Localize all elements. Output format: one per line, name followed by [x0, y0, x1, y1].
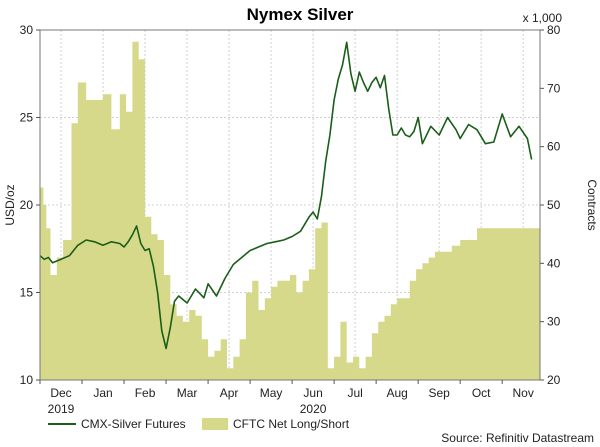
source-note: Source: Refinitiv Datastream	[441, 431, 594, 445]
right-tick-label: 70	[547, 81, 561, 95]
right-tick-label: 40	[547, 256, 561, 270]
x-tick-label: Oct	[472, 386, 491, 400]
x-tick-label: Aug	[386, 386, 407, 400]
right-tick-label: 80	[547, 23, 561, 37]
x-tick-label: Feb	[135, 386, 156, 400]
x-tick-label: Nov	[513, 386, 534, 400]
left-tick-label: 25	[20, 111, 34, 125]
left-axis-ticks: 10 15 20 25 30	[20, 23, 40, 387]
area-layer	[40, 41, 540, 380]
legend: CMX-Silver Futures CFTC Net Long/Short	[48, 417, 350, 431]
series-cftc-area	[40, 41, 540, 380]
right-axis-multiplier: x 1,000	[523, 11, 563, 25]
year-labels: 2019 2020	[48, 402, 327, 416]
right-axis-ticks: 20 30 40 50 60 70 80	[540, 23, 561, 387]
x-tick-label: May	[260, 386, 283, 400]
x-tick-label: Apr	[220, 386, 239, 400]
right-tick-label: 30	[547, 315, 561, 329]
line-layer	[39, 41, 533, 350]
x-tick-label: Jul	[347, 386, 362, 400]
right-axis-label: Contracts	[585, 179, 599, 230]
right-tick-label: 50	[547, 198, 561, 212]
legend-label-futures: CMX-Silver Futures	[81, 417, 186, 431]
x-tick-label: Jun	[303, 386, 322, 400]
chart-title: Nymex Silver	[247, 5, 354, 24]
x-tick-label: Jan	[93, 386, 112, 400]
legend-swatch-area	[202, 418, 228, 430]
year-label: 2019	[48, 402, 75, 416]
left-tick-label: 20	[20, 198, 34, 212]
x-tick-label: Dec	[50, 386, 71, 400]
x-tick-label: Sep	[428, 386, 450, 400]
x-tick-label: Mar	[177, 386, 198, 400]
series-silver-line	[39, 41, 533, 350]
x-axis-ticks: Dec Jan Feb Mar Apr May Jun Jul Aug Sep Oct Nov	[39, 380, 534, 400]
left-tick-label: 30	[20, 23, 34, 37]
left-tick-label: 10	[20, 373, 34, 387]
year-label: 2020	[300, 402, 327, 416]
left-axis-label: USD/oz	[3, 184, 17, 225]
left-tick-label: 15	[20, 286, 34, 300]
right-tick-label: 20	[547, 373, 561, 387]
legend-label-cftc: CFTC Net Long/Short	[233, 417, 350, 431]
right-tick-label: 60	[547, 140, 561, 154]
